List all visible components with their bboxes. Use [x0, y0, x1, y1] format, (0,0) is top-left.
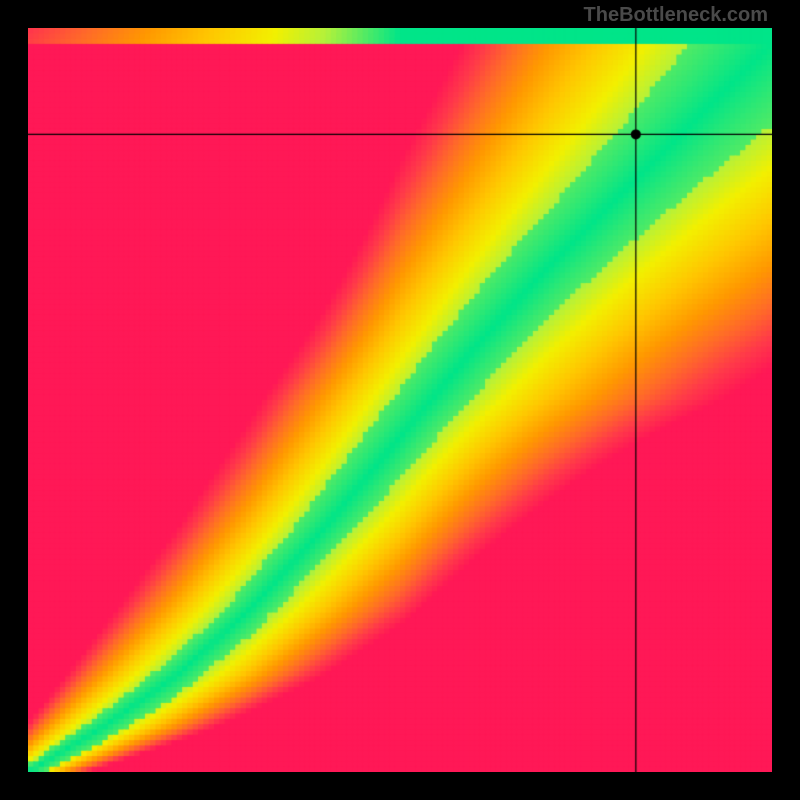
watermark-text: TheBottleneck.com [584, 4, 768, 27]
bottleneck-heatmap [28, 28, 772, 772]
chart-container: TheBottleneck.com [0, 0, 800, 800]
